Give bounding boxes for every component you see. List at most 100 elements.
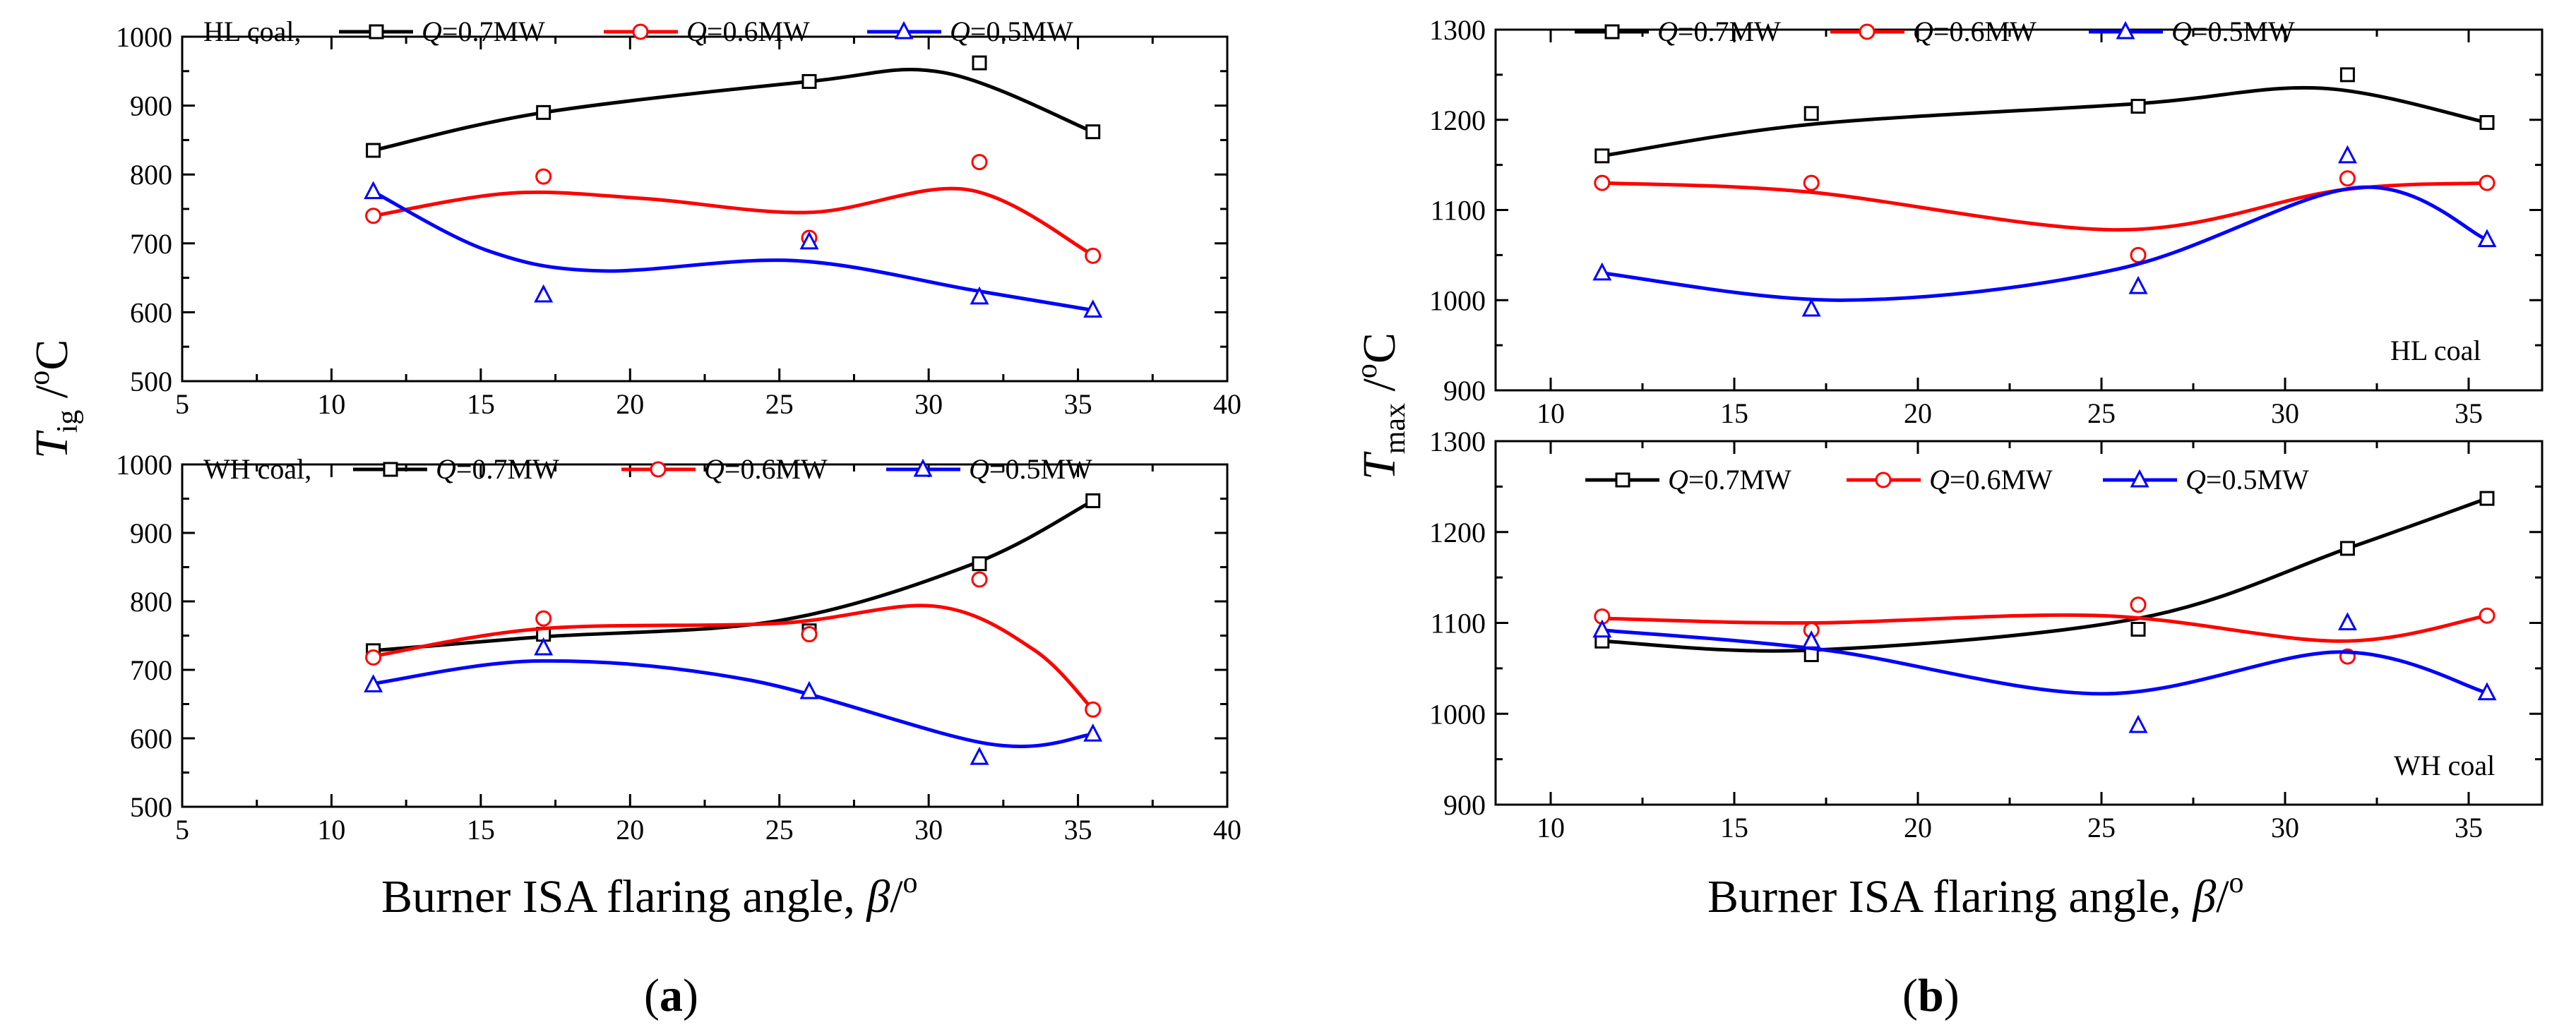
data-point-square (2479, 115, 2495, 131)
panel-b-bottom-legend: Q=0.7MW Q=0.6MW Q=0.5MW (1585, 464, 2309, 496)
x-tick-label: 20 (616, 388, 644, 420)
panel-b-y-label-c: C (1354, 332, 1405, 364)
legend-marker-square (369, 24, 384, 40)
data-point-square (1085, 124, 1101, 140)
fit-curve-q07 (1602, 85, 2488, 158)
data-point-circle (2479, 607, 2496, 624)
fit-curve-q06 (1602, 181, 2488, 232)
data-point-square (2479, 491, 2495, 506)
panel-b-y-label: Tmax /oC (1351, 332, 1412, 480)
q-symbol: Q (1929, 464, 1950, 496)
x-tick-label: 15 (467, 814, 495, 846)
x-tick-label: 40 (1213, 814, 1241, 846)
panel-b-bottom-axes: 10 15 20 25 30 35 900 1000 1100 1200 1300 (1429, 426, 2544, 843)
legend-marker-circle (650, 461, 667, 478)
legend-marker-square (1615, 472, 1630, 488)
y-tick-label: 900 (130, 517, 172, 549)
panel-a-x-slash: / (890, 871, 903, 923)
data-point-triangle (2477, 682, 2497, 701)
panel-a-top-legend-prefix: HL coal, (203, 16, 301, 47)
panel-b-x-label: Burner ISA flaring angle, β/o (1707, 867, 2244, 923)
panel-a-y-label: Tig /oC (23, 340, 84, 459)
data-point-triangle (799, 680, 819, 699)
q06-text: =0.6MW (724, 453, 828, 485)
legend-marker-triangle (894, 20, 914, 40)
plot-frame (1494, 440, 2544, 806)
legend-marker-circle (632, 23, 649, 40)
x-tick-label: 25 (765, 814, 794, 846)
panel-b-y-label-sub: max (1379, 403, 1412, 454)
x-tick-label: 25 (2087, 397, 2116, 429)
panel-b-y-label-main: T (1354, 451, 1405, 480)
panel-a: Tig /oC 5 10 15 20 25 30 35 4050060070080090010… (23, 16, 1241, 1021)
panel-a-y-label-unit: / (26, 385, 78, 410)
x-tick-label: 30 (914, 388, 943, 420)
y-tick-label: 1000 (1429, 698, 1486, 730)
panel-a-y-label-c: C (26, 340, 78, 371)
legend-marker-triangle (2116, 20, 2135, 40)
panel-b-top-legend: Q=0.7MW Q=0.6MW Q=0.5MW (1575, 16, 2295, 47)
x-tick-label: 35 (1064, 388, 1092, 420)
panel-a-y-label-deg: o (23, 371, 56, 385)
data-point-square (1085, 493, 1101, 508)
y-tick-label: 800 (130, 159, 172, 191)
panel-b-y-label-deg: o (1351, 364, 1383, 378)
q07-text: =0.7MW (1678, 16, 1781, 47)
x-tick-label: 10 (317, 814, 345, 846)
data-point-triangle (1801, 630, 1821, 649)
panel-b-bottom-legend-q07: Q=0.7MW (1668, 464, 1791, 496)
panel-a-x-label-text: Burner ISA flaring angle, (381, 871, 866, 923)
x-tick-label: 10 (317, 388, 345, 420)
x-tick-label: 35 (2455, 812, 2483, 843)
y-tick-label: 500 (130, 366, 172, 397)
q05-text: =0.5MW (989, 453, 1092, 485)
legend-marker-square (1604, 24, 1620, 40)
y-tick-label: 1100 (1430, 608, 1486, 639)
fit-curve-q06 (373, 186, 1094, 257)
panel-a-top-legend: HL coal, Q=0.7MW Q=0.6MW Q=0.5MW (203, 16, 1073, 47)
x-tick-label: 10 (1537, 812, 1565, 843)
legend-marker-triangle (2130, 469, 2149, 488)
panel-a-top-legend-q07: Q=0.7MW (422, 16, 545, 47)
y-tick-label: 600 (130, 296, 172, 328)
x-tick-label: 20 (1904, 397, 1932, 429)
fit-curve-q05 (1602, 185, 2488, 302)
fit-curve-q06 (373, 603, 1095, 711)
data-point-square (1594, 148, 1610, 164)
data-point-square (972, 55, 987, 71)
x-tick-label: 20 (616, 814, 644, 846)
data-point-circle (971, 154, 988, 171)
panel-b: Tmax /oC 10 15 20 25 30 359001000110012001300… (1351, 14, 2544, 1021)
panel-b-y-label-unit: / (1354, 378, 1405, 403)
legend-marker-circle (1875, 472, 1892, 488)
y-tick-label: 700 (130, 228, 172, 260)
panel-b-bottom-note: WH coal (2394, 750, 2495, 781)
x-tick-label: 35 (2455, 397, 2483, 429)
y-tick-label: 900 (1443, 375, 1486, 407)
data-point-square (2339, 67, 2355, 83)
q-symbol: Q (436, 453, 456, 485)
y-tick-label: 1100 (1430, 195, 1486, 227)
panel-a-label-letter: a (660, 970, 683, 1021)
data-point-triangle (970, 286, 989, 305)
fit-curve-q05 (372, 190, 1094, 312)
fit-curve-q06 (1602, 613, 2488, 643)
panel-a-bottom-legend-q05: Q=0.5MW (969, 453, 1092, 485)
data-point-triangle (364, 181, 383, 200)
data-point-circle (535, 168, 552, 185)
y-tick-label: 800 (130, 586, 172, 618)
y-tick-label: 1000 (116, 21, 172, 53)
panel-a-x-deg: o (903, 867, 918, 899)
panel-b-x-beta: β (2191, 871, 2216, 923)
data-point-square (536, 104, 551, 120)
x-tick-label: 10 (1537, 397, 1565, 429)
panel-b-top-legend-q05: Q=0.5MW (2171, 16, 2295, 47)
q07-text: =0.7MW (1688, 464, 1791, 496)
panel-b-top-legend-q07: Q=0.7MW (1657, 16, 1781, 47)
data-point-square (2130, 99, 2146, 114)
data-point-circle (365, 649, 382, 666)
plot-frame (1494, 28, 2544, 392)
y-tick-label: 600 (130, 723, 172, 755)
panel-a-x-label: Burner ISA flaring angle, β/o (381, 867, 918, 923)
